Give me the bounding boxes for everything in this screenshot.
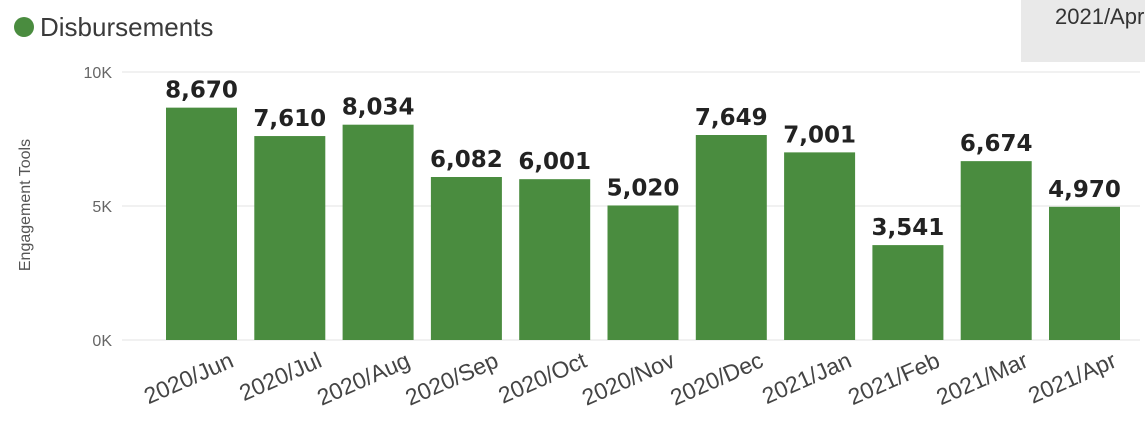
y-tick-label: 10K (84, 65, 113, 82)
data-label: 6,082 (430, 147, 503, 173)
x-tick-label: 2020/Jul (235, 347, 325, 406)
data-label: 8,034 (342, 95, 415, 121)
x-tick-label: 2020/Oct (494, 347, 590, 409)
x-tick-label: 2020/Jun (140, 347, 237, 409)
data-label: 5,020 (607, 175, 680, 201)
bar[interactable] (519, 179, 591, 340)
x-tick-label: 2020/Sep (401, 347, 502, 411)
bar[interactable] (342, 124, 414, 340)
x-tick-label: 2020/Dec (666, 347, 767, 411)
y-tick-label: 5K (92, 199, 112, 216)
y-tick-label: 0K (92, 333, 112, 350)
bar[interactable] (254, 136, 326, 340)
bar[interactable] (695, 135, 767, 340)
bar[interactable] (430, 177, 502, 340)
x-tick-label: 2021/Mar (932, 347, 1032, 410)
x-tick-label: 2021/Jan (758, 347, 855, 409)
bars (166, 107, 1120, 340)
data-label: 7,649 (695, 105, 768, 131)
data-label: 4,970 (1048, 177, 1121, 203)
data-label: 7,001 (783, 122, 856, 148)
data-label: 3,541 (872, 215, 945, 241)
legend: Disbursements (14, 10, 213, 44)
x-axis-categories: 2020/Jun2020/Jul2020/Aug2020/Sep2020/Oct… (140, 347, 1120, 411)
y-axis-label: Engagement Tools (17, 139, 34, 271)
bar[interactable] (960, 161, 1032, 340)
x-tick-label: 2021/Feb (844, 347, 943, 410)
y-axis-ticks: 0K 5K 10K (84, 65, 113, 350)
bar[interactable] (872, 245, 944, 340)
date-filter-chip[interactable]: 2021/Apr (1021, 0, 1145, 62)
filter-chip-text: 2021/Apr (1055, 4, 1145, 29)
bar[interactable] (607, 205, 679, 340)
bar[interactable] (166, 107, 237, 340)
data-label: 6,674 (960, 131, 1033, 157)
bar[interactable] (784, 152, 856, 340)
data-label: 6,001 (518, 149, 591, 175)
x-tick-label: 2020/Nov (578, 347, 679, 411)
legend-dot-icon (14, 17, 34, 37)
x-tick-label: 2021/Apr (1024, 347, 1120, 409)
x-tick-label: 2020/Aug (313, 347, 414, 411)
bar[interactable] (1049, 206, 1120, 340)
legend-label: Disbursements (40, 11, 214, 42)
data-label: 8,670 (165, 78, 238, 104)
data-labels: 8,670 7,610 8,034 6,082 6,001 5,020 7,649 7,001… (165, 78, 1121, 241)
data-label: 7,610 (253, 106, 326, 132)
